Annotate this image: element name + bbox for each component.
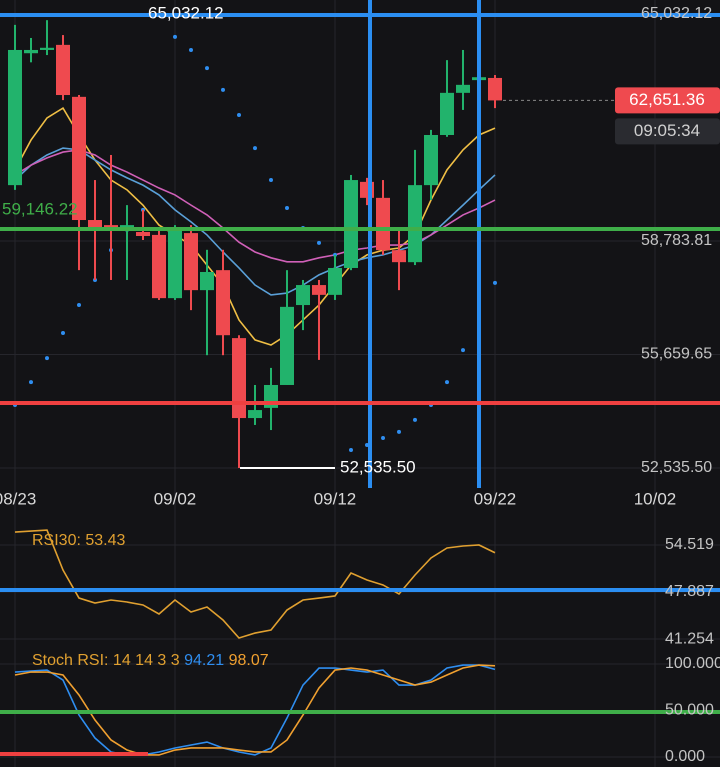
- candle-body: [168, 229, 182, 299]
- y-tick-label: 50.000: [665, 702, 714, 719]
- candle-body: [232, 338, 246, 419]
- indicator-name: RSI30:: [32, 532, 81, 549]
- y-tick-label: 100.000: [665, 655, 720, 672]
- candle-body: [88, 220, 102, 229]
- indicator-line: [14, 149, 496, 263]
- candle-body: [408, 185, 422, 263]
- indicator-line: [14, 106, 496, 346]
- candle-body: [344, 180, 358, 268]
- candle-body: [392, 250, 406, 263]
- sar-dot: [317, 240, 321, 245]
- y-tick-label: 54.519: [665, 536, 714, 553]
- candle-body: [328, 267, 342, 295]
- candle-body: [456, 84, 470, 93]
- y-tick-label: 65,032.12: [641, 5, 712, 22]
- indicator-line: [14, 529, 496, 639]
- price-tag: [615, 87, 720, 114]
- y-tick-label: 0.000: [665, 748, 705, 765]
- countdown: 09:05:34: [634, 121, 700, 140]
- candle-body: [280, 306, 294, 385]
- sar-dot: [461, 348, 465, 353]
- sar-dot: [189, 47, 193, 52]
- indicator-title: RSI30: 53.43: [32, 532, 126, 549]
- candle-body: [424, 134, 438, 186]
- candle-body: [136, 232, 150, 237]
- x-tick-label: 09/12: [314, 489, 357, 508]
- candle-body: [312, 285, 326, 295]
- candle-body: [24, 49, 38, 54]
- sar-dot: [269, 178, 273, 183]
- candle-body: [488, 77, 502, 101]
- candle-body: [56, 44, 70, 96]
- y-tick-label: 55,659.65: [641, 346, 712, 363]
- sar-dot: [381, 436, 385, 441]
- indicator-line: [14, 664, 496, 756]
- candle-body: [40, 47, 54, 50]
- sar-dot: [285, 206, 289, 211]
- sar-dot: [349, 448, 353, 453]
- candle-body: [72, 96, 86, 221]
- sar-dot: [493, 280, 497, 285]
- indicator-value: 98.07: [229, 652, 269, 669]
- candle-body: [184, 233, 198, 291]
- sar-dot: [253, 146, 257, 151]
- indicator-name: Stoch RSI: 14 14 3 3: [32, 652, 180, 669]
- low-label: 52,535.50: [340, 457, 416, 476]
- x-tick-label: 08/23: [0, 489, 36, 508]
- y-tick-label: 41.254: [665, 630, 714, 647]
- candle-body: [296, 285, 310, 306]
- candle-body: [8, 49, 22, 186]
- sar-dot: [413, 417, 417, 422]
- candle-body: [216, 270, 230, 336]
- sar-dot: [45, 356, 49, 361]
- indicator-value: 53.43: [85, 532, 125, 549]
- candle-body: [248, 410, 262, 419]
- sar-dot: [445, 380, 449, 385]
- sar-dot: [221, 87, 225, 92]
- candle-body: [200, 271, 214, 291]
- indicator-title: Stoch RSI: 14 14 3 3 94.21 98.07: [32, 652, 269, 669]
- x-tick-label: 09/22: [474, 489, 517, 508]
- y-tick-label: 58,783.81: [641, 232, 712, 249]
- x-tick-label: 10/02: [634, 489, 677, 508]
- sar-dot: [61, 331, 65, 336]
- sar-dot: [173, 34, 177, 39]
- indicator-value: 94.21: [184, 652, 224, 669]
- candle-body: [152, 234, 166, 299]
- high-label: 65,032.12: [148, 3, 224, 22]
- sar-dot: [205, 66, 209, 71]
- sar-dot: [29, 380, 33, 385]
- last-price-label: 62,651.36: [629, 90, 705, 109]
- sar-dot: [77, 303, 81, 308]
- sar-dot: [397, 429, 401, 434]
- line-label: 59,146.22: [2, 199, 78, 218]
- countdown-box: [615, 118, 720, 145]
- candle-body: [440, 92, 454, 135]
- indicator-line: [14, 147, 496, 296]
- x-tick-label: 09/02: [154, 489, 197, 508]
- sar-dot: [237, 113, 241, 118]
- y-tick-label: 47.887: [665, 583, 714, 600]
- candle-body: [376, 197, 390, 251]
- y-tick-label: 52,535.50: [641, 459, 712, 476]
